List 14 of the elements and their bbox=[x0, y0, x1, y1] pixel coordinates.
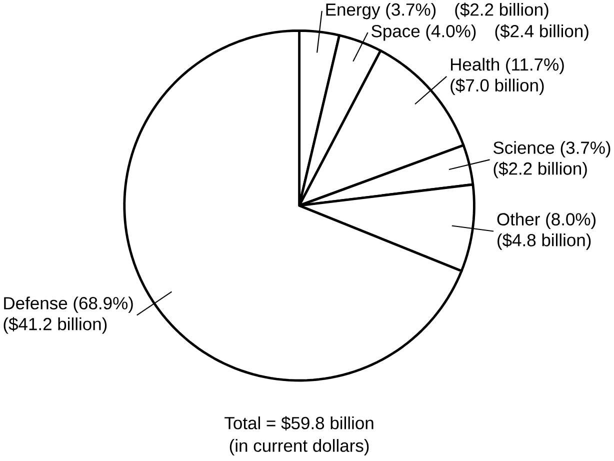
data-label: ($41.2 billion) bbox=[4, 317, 107, 334]
data-label: ($2.2 billion) bbox=[455, 2, 548, 20]
slice-label: Space (4.0%) bbox=[372, 24, 476, 41]
slice-label: Defense (68.9%) bbox=[4, 296, 133, 313]
slice-label: Health (11.7%) bbox=[451, 58, 564, 74]
data-label: ($2.2 billion) bbox=[494, 162, 587, 178]
slice-label: Science (3.7%) bbox=[494, 141, 610, 158]
data-label: ($4.8 billion) bbox=[498, 233, 591, 250]
text: Total = $59.8 billion bbox=[224, 416, 374, 430]
slice-label: Other (8.0%) bbox=[497, 212, 596, 229]
slice-label: Energy (3.7%) bbox=[326, 2, 436, 20]
data-label: ($7.0 billion) bbox=[450, 78, 544, 95]
data-label: ($2.4 billion) bbox=[495, 24, 588, 41]
text: (in current dollars) bbox=[230, 438, 369, 456]
